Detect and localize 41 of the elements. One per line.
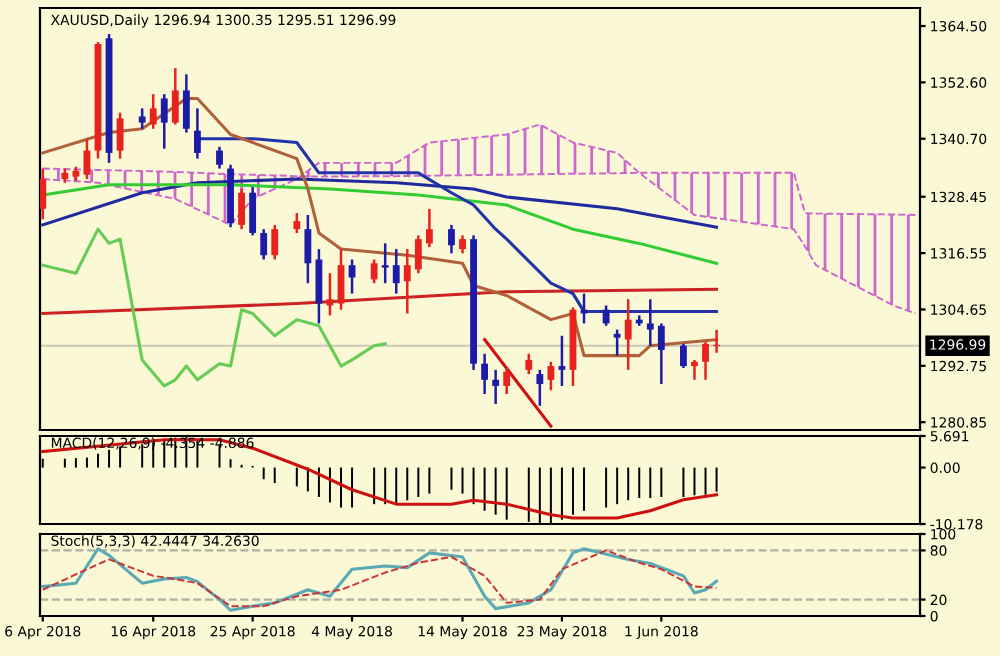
candlestick: [558, 334, 566, 388]
candlestick: [547, 360, 555, 392]
candlestick: [249, 185, 257, 237]
candlestick: [238, 187, 246, 231]
candlestick: [293, 211, 301, 235]
line-series: [41, 438, 719, 520]
candlestick: [414, 234, 422, 275]
candlestick: [613, 328, 621, 357]
candlestick: [536, 368, 544, 408]
candlestick: [657, 322, 665, 386]
candlestick: [503, 366, 511, 396]
candlestick: [492, 368, 500, 406]
candlestick: [481, 352, 489, 396]
candlestick: [702, 340, 709, 382]
line-series: [41, 287, 719, 316]
candlestick: [216, 145, 223, 170]
candlestick: [602, 304, 610, 328]
candlestick: [116, 111, 124, 160]
candlestick: [171, 66, 179, 126]
candlestick: [370, 258, 378, 285]
candlestick: [260, 227, 268, 261]
candlestick: [646, 298, 654, 347]
candlestick: [138, 107, 146, 131]
candlestick: [425, 207, 433, 249]
candlestick: [448, 223, 455, 255]
candlestick: [40, 167, 47, 221]
candlestick: [182, 73, 190, 134]
candlestick: [392, 247, 400, 295]
candlestick: [193, 107, 201, 160]
candlestick: [149, 92, 157, 131]
candlestick: [304, 213, 312, 285]
candlestick: [624, 298, 632, 372]
candlestick: [381, 242, 389, 285]
line-series: [41, 227, 387, 388]
candlestick: [403, 247, 411, 315]
candlestick: [525, 352, 533, 376]
candlestick: [680, 342, 687, 370]
candlestick: [160, 92, 168, 150]
candlestick: [315, 247, 323, 325]
candlestick: [271, 223, 279, 261]
candlestick: [691, 358, 698, 382]
